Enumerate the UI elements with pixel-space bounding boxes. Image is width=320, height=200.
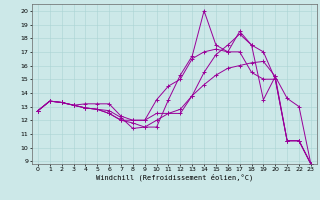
X-axis label: Windchill (Refroidissement éolien,°C): Windchill (Refroidissement éolien,°C)	[96, 174, 253, 181]
